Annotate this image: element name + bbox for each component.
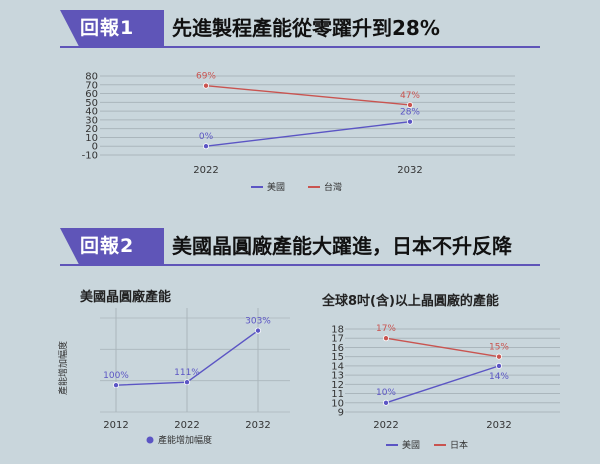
chart1-data-label: 28%: [400, 108, 420, 118]
chart1-xtick-label: 2032: [397, 165, 422, 176]
chart1-data-point: [406, 118, 413, 125]
chart2-data-label: 303%: [245, 317, 271, 327]
chart1-data-label: 69%: [196, 72, 216, 82]
chart3-data-label: 10%: [376, 388, 396, 398]
chart2-ylabel: 產能增加幅度: [57, 341, 69, 395]
chart3-data-point: [382, 399, 389, 406]
chart1-ytick-label: 10: [85, 133, 98, 144]
chart1-data-point: [202, 82, 209, 89]
chart3-data-label: 17%: [376, 324, 396, 334]
chart2-data-point: [183, 379, 190, 386]
chart3-xtick-label: 2022: [373, 420, 398, 431]
chart1-data-point: [406, 101, 413, 108]
chart3-title: 全球8吋(含)以上晶圓廠的產能: [322, 294, 499, 309]
chart1-ytick-label: 40: [85, 107, 98, 118]
chart3-ytick-label: 18: [331, 325, 344, 336]
chart3-series-line: [385, 337, 500, 358]
section1-headline: 先進製程產能從零躍升到28%: [172, 16, 440, 40]
chart3-ytick-label: 17: [331, 334, 344, 345]
chart1-ytick-label: -10: [82, 151, 98, 162]
chart1-data-label: 47%: [400, 91, 420, 101]
chart3-legend-label: 美國: [402, 439, 420, 451]
chart3-ytick-label: 9: [338, 408, 344, 419]
chart1-ytick-label: 80: [85, 72, 98, 83]
section2-banner: 回報2 美國晶圓廠產能大躍進，日本不升反降: [0, 228, 600, 268]
chart2-data-point: [254, 327, 261, 334]
chart1-series-line: [205, 120, 411, 147]
chart1-data-label: 0%: [199, 132, 214, 142]
section1-tag: 回報1: [80, 17, 135, 39]
chart2-data-label: 100%: [103, 371, 129, 381]
chart2-title: 美國晶圓廠產能: [80, 290, 172, 305]
chart1-ytick-label: 0: [92, 142, 98, 153]
chart3-ytick-label: 11: [331, 389, 344, 400]
section1-underline: [60, 46, 540, 48]
chart3-ytick-label: 13: [331, 371, 344, 382]
chart3-ytick-label: 10: [331, 398, 344, 409]
chart1-series-line: [205, 84, 411, 106]
chart2-xtick-label: 2032: [245, 420, 270, 431]
chart1-data-point: [202, 143, 209, 150]
chart2-xtick-label: 2022: [174, 420, 199, 431]
section2-headline: 美國晶圓廠產能大躍進，日本不升反降: [172, 234, 512, 258]
chart3-data-label: 15%: [489, 343, 509, 353]
section1-banner: 回報1 先進製程產能從零躍升到28%: [0, 10, 600, 50]
chart3-ytick-label: 15: [331, 352, 344, 363]
chart1-legend-label: 美國: [267, 181, 285, 193]
chart2-legend-label: 產能增加幅度: [158, 434, 212, 446]
chart3-data-point: [382, 335, 389, 342]
chart3-xtick-label: 2032: [486, 420, 511, 431]
section1-tag-shape: [60, 10, 164, 46]
section2-underline: [60, 264, 540, 266]
chart3-data-point: [495, 362, 502, 369]
chart2-legend-marker: [146, 436, 154, 444]
section2-tag-shape: [60, 228, 164, 264]
chart1-legend-label: 台灣: [324, 181, 342, 193]
chart1-ytick-label: 70: [85, 80, 98, 91]
chart3-ytick-label: 12: [331, 380, 344, 391]
chart1-xtick-label: 2022: [193, 165, 218, 176]
chart1-ytick-label: 20: [85, 124, 98, 135]
chart1-ytick-label: 50: [85, 98, 98, 109]
section2-tag: 回報2: [80, 235, 135, 257]
chart3-series-line: [385, 365, 500, 404]
chart1-ytick-label: 30: [85, 115, 98, 126]
chart3-data-point: [495, 353, 502, 360]
chart3-data-label: 14%: [489, 372, 509, 382]
chart2-xtick-label: 2012: [103, 420, 128, 431]
chart3-ytick-label: 16: [331, 343, 344, 354]
chart1-ytick-label: 60: [85, 89, 98, 100]
chart2-data-point: [113, 382, 120, 389]
chart2-data-label: 111%: [174, 368, 200, 378]
chart3-ytick-label: 14: [331, 361, 344, 372]
chart3-legend-label: 日本: [450, 439, 468, 451]
